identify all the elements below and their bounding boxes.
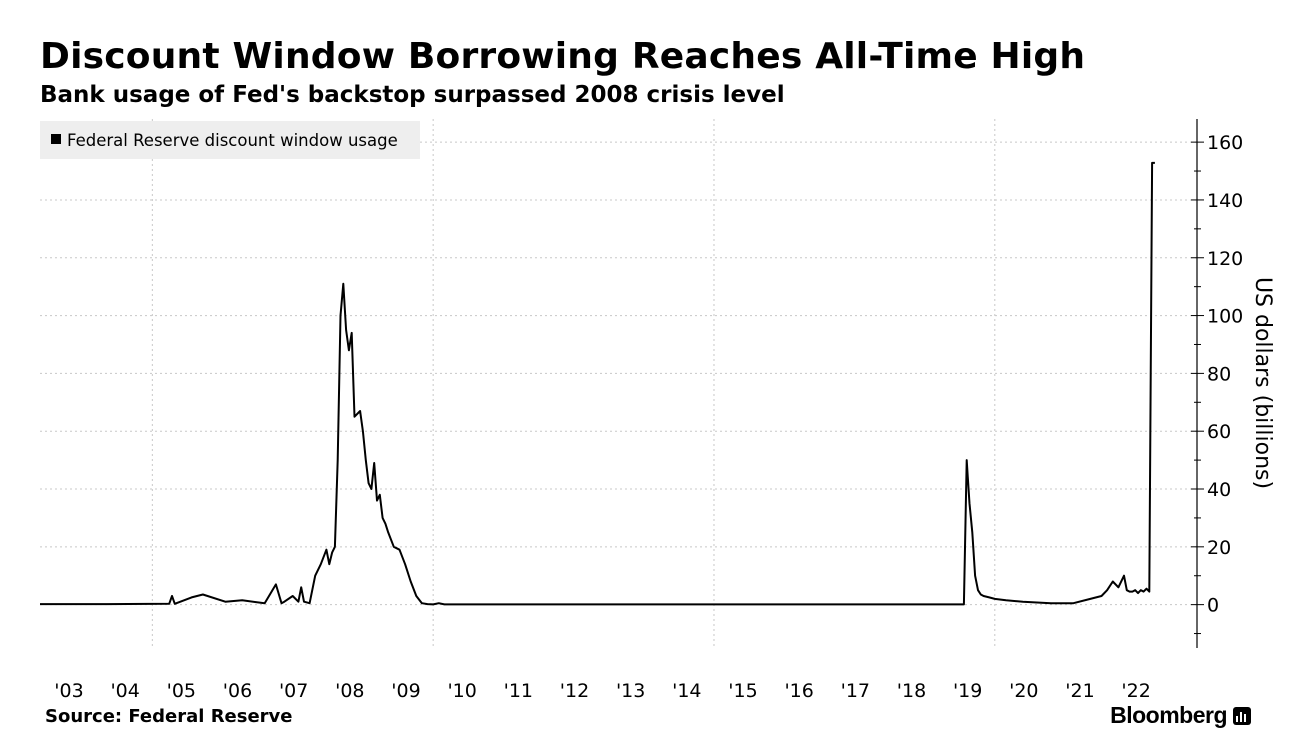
- y-tick-label: 60: [1207, 421, 1231, 443]
- source-note: Source: Federal Reserve: [45, 706, 293, 727]
- x-tick-label: '18: [897, 680, 926, 702]
- brand-logo: Bloomberg: [1110, 702, 1251, 729]
- x-tick-label: '10: [447, 680, 476, 702]
- x-tick-label: '05: [167, 680, 196, 702]
- brand-name: Bloomberg: [1110, 702, 1227, 728]
- terminal-icon: [1233, 706, 1251, 725]
- y-tick-label: 160: [1207, 132, 1243, 154]
- x-tick-label: '11: [504, 680, 533, 702]
- y-tick-label: 140: [1207, 190, 1243, 212]
- legend-box: [40, 121, 420, 159]
- x-tick-label: '06: [223, 680, 252, 702]
- legend-label: Federal Reserve discount window usage: [67, 131, 398, 150]
- axis-ticks: 0 20 40 60 80 100 120 140 160 '03 '04 '05 '06 '07 '08 '…: [54, 119, 1243, 702]
- x-tick-label: '03: [54, 680, 83, 702]
- x-tick-label: '22: [1121, 680, 1150, 702]
- x-tick-label: '16: [784, 680, 813, 702]
- y-tick-label: 20: [1207, 537, 1231, 559]
- gridlines: [40, 119, 1197, 648]
- y-axis-label: US dollars (billions): [1250, 277, 1275, 489]
- x-tick-label: '17: [841, 680, 870, 702]
- x-tick-label: '04: [110, 680, 139, 702]
- x-tick-label: '07: [279, 680, 308, 702]
- x-tick-label: '14: [672, 680, 701, 702]
- y-tick-label: 100: [1207, 306, 1243, 328]
- x-tick-label: '09: [391, 680, 420, 702]
- x-tick-label: '21: [1065, 680, 1094, 702]
- x-tick-label: '12: [560, 680, 589, 702]
- series-line: [40, 161, 1155, 606]
- x-tick-label: '19: [953, 680, 982, 702]
- y-tick-label: 0: [1207, 595, 1219, 617]
- legend-swatch: [51, 134, 61, 144]
- x-tick-label: '15: [728, 680, 757, 702]
- y-tick-label: 40: [1207, 479, 1231, 501]
- chart-subtitle: Bank usage of Fed's backstop surpassed 2…: [40, 82, 785, 108]
- y-tick-label: 80: [1207, 363, 1231, 385]
- y-tick-label: 120: [1207, 248, 1243, 270]
- x-tick-label: '20: [1009, 680, 1038, 702]
- chart-title: Discount Window Borrowing Reaches All-Ti…: [40, 36, 1086, 77]
- x-tick-label: '13: [616, 680, 645, 702]
- x-tick-label: '08: [335, 680, 364, 702]
